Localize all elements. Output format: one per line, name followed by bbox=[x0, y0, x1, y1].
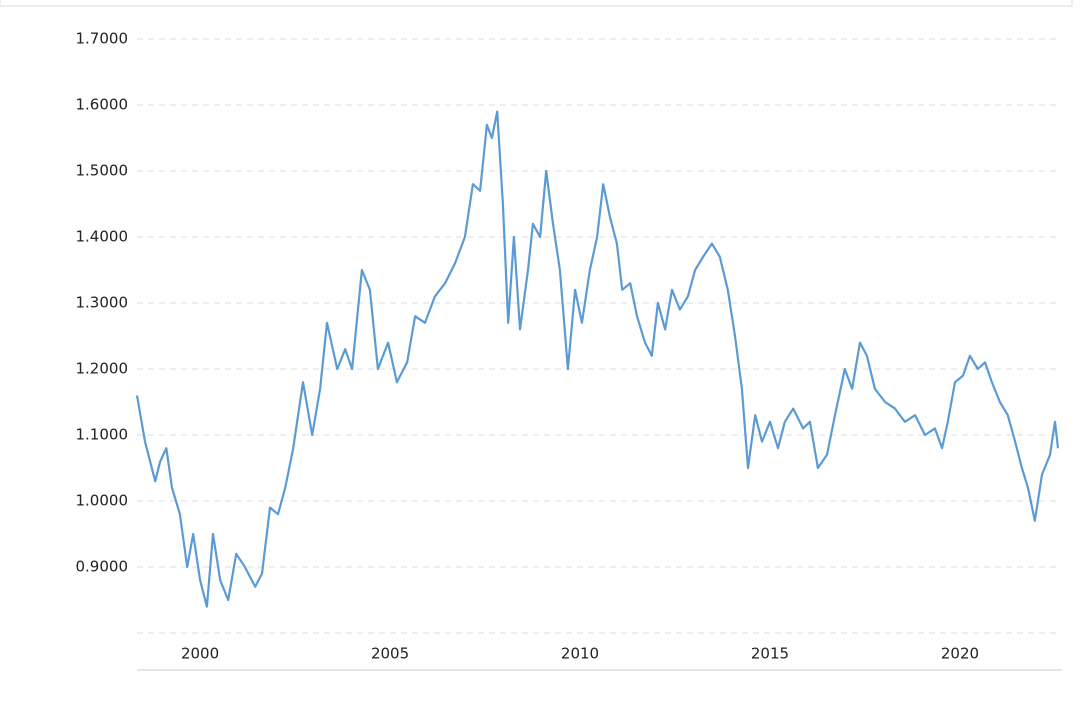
x-tick-label: 2020 bbox=[941, 645, 979, 663]
y-tick-label: 0.9000 bbox=[76, 558, 129, 576]
x-tick-label: 2005 bbox=[371, 645, 409, 663]
x-tick-label: 2015 bbox=[751, 645, 789, 663]
price-line bbox=[135, 110, 1060, 608]
y-tick-label: 1.1000 bbox=[76, 426, 129, 444]
y-tick-label: 1.6000 bbox=[76, 96, 129, 114]
y-tick-label: 1.7000 bbox=[76, 30, 129, 48]
y-tick-label: 1.4000 bbox=[76, 228, 129, 246]
x-tick-label: 2010 bbox=[561, 645, 599, 663]
y-tick-label: 1.0000 bbox=[76, 492, 129, 510]
frame bbox=[0, 0, 1073, 7]
y-tick-label: 1.2000 bbox=[76, 360, 129, 378]
y-tick-label: 1.5000 bbox=[76, 162, 129, 180]
y-tick-label: 1.3000 bbox=[76, 294, 129, 312]
x-tick-label: 2000 bbox=[181, 645, 219, 663]
